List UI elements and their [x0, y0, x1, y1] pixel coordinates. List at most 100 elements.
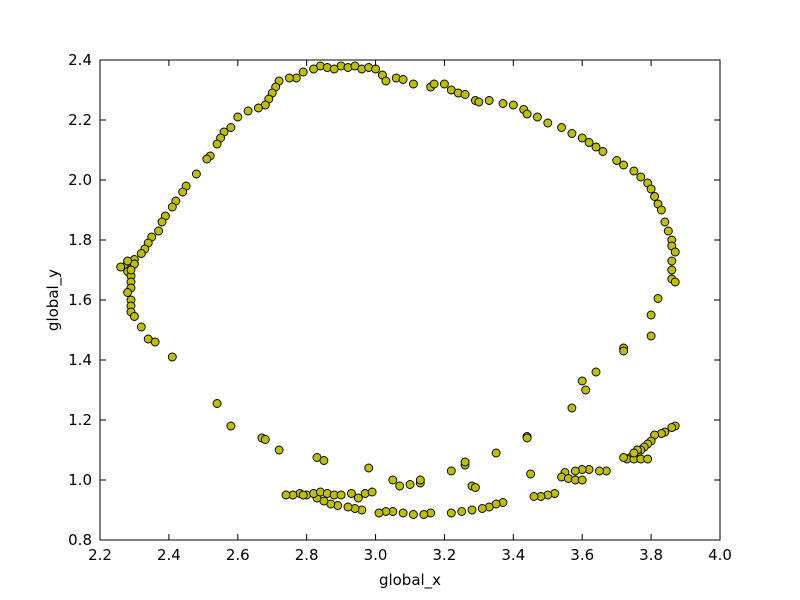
- data-point: [260, 435, 270, 444]
- data-point: [650, 192, 660, 201]
- data-point: [398, 75, 408, 84]
- y-tick-label: 1.6: [68, 291, 92, 309]
- data-point: [591, 367, 601, 377]
- data-point: [522, 433, 532, 443]
- data-point: [367, 487, 377, 497]
- y-axis-label: global_y: [44, 269, 63, 331]
- data-point: [202, 154, 212, 164]
- data-point: [612, 156, 622, 165]
- data-point: [470, 483, 480, 492]
- data-point: [619, 453, 629, 462]
- data-point: [136, 322, 146, 332]
- data-point: [598, 147, 608, 156]
- y-tick-label: 2.2: [68, 111, 92, 129]
- data-point: [557, 123, 567, 132]
- x-tick-label: 2.2: [88, 546, 112, 564]
- x-tick-label: 2.8: [295, 546, 319, 564]
- data-point: [670, 277, 680, 287]
- data-point: [629, 448, 639, 458]
- data-point: [439, 79, 449, 89]
- y-tick-label: 1.4: [68, 351, 92, 369]
- data-point: [398, 508, 408, 518]
- data-point: [191, 169, 201, 179]
- data-point: [570, 466, 580, 476]
- data-point: [233, 112, 243, 122]
- data-point: [346, 489, 356, 498]
- data-point: [381, 76, 391, 86]
- data-point: [656, 205, 666, 215]
- data-point: [405, 480, 415, 489]
- data-point: [167, 352, 177, 362]
- data-point: [309, 64, 319, 74]
- data-point: [619, 160, 629, 170]
- data-point: [484, 96, 494, 105]
- data-point: [667, 256, 677, 266]
- data-point: [319, 456, 329, 465]
- data-point: [129, 312, 139, 321]
- x-tick-label: 3.2: [433, 546, 457, 564]
- data-point: [522, 109, 532, 119]
- data-point: [157, 217, 167, 227]
- data-point: [667, 423, 677, 432]
- data-point: [446, 508, 456, 518]
- data-point: [477, 504, 487, 513]
- data-point: [577, 475, 587, 485]
- data-point: [457, 507, 467, 516]
- data-point: [253, 103, 263, 113]
- data-point: [646, 331, 656, 341]
- x-tick-label: 4.0: [708, 546, 732, 564]
- data-point: [243, 106, 253, 116]
- data-point: [446, 466, 456, 476]
- data-point: [532, 112, 542, 122]
- data-point: [281, 490, 291, 500]
- data-point: [126, 265, 136, 275]
- data-point: [116, 262, 126, 272]
- data-point: [419, 510, 429, 519]
- data-point: [123, 256, 133, 266]
- data-point: [212, 139, 222, 149]
- data-point: [643, 454, 653, 464]
- data-point: [508, 100, 518, 110]
- axis-ticks: 2.2 2.4 2.6 2.8 3.0 3.2 3.4 3.6 3.8 4.0 0.8 1.0 1.2 1…: [68, 51, 732, 564]
- data-point: [298, 490, 308, 500]
- data-point: [567, 403, 577, 413]
- data-point: [343, 502, 353, 512]
- data-point: [154, 226, 164, 236]
- data-point: [395, 481, 405, 491]
- y-tick-label: 0.8: [68, 531, 92, 549]
- data-point: [646, 184, 656, 194]
- y-tick-label: 2.0: [68, 171, 92, 189]
- data-point: [529, 492, 539, 501]
- data-point: [226, 123, 236, 132]
- data-point: [667, 265, 677, 275]
- data-point: [526, 469, 536, 479]
- data-point: [591, 142, 601, 152]
- data-point: [429, 79, 439, 89]
- x-tick-label: 3.0: [364, 546, 388, 564]
- data-point: [594, 466, 604, 476]
- y-tick-label: 1.2: [68, 411, 92, 429]
- y-tick-label: 2.4: [68, 51, 92, 69]
- y-tick-label: 1.8: [68, 231, 92, 249]
- data-point: [353, 493, 363, 503]
- data-point: [460, 90, 470, 99]
- data-point: [226, 421, 236, 431]
- data-point: [474, 97, 484, 107]
- data-point: [374, 508, 384, 518]
- data-point: [670, 247, 680, 257]
- x-tick-label: 3.4: [501, 546, 525, 564]
- x-tick-label: 3.6: [570, 546, 594, 564]
- data-point: [498, 99, 508, 108]
- data-point: [150, 337, 160, 347]
- data-point: [467, 505, 477, 515]
- data-point: [567, 129, 577, 138]
- data-point: [123, 288, 133, 297]
- data-point: [136, 249, 146, 258]
- data-point: [212, 399, 222, 408]
- data-point: [581, 385, 591, 395]
- data-point: [364, 463, 374, 473]
- data-point: [660, 217, 670, 227]
- data-point: [336, 490, 346, 500]
- data-point: [619, 346, 629, 356]
